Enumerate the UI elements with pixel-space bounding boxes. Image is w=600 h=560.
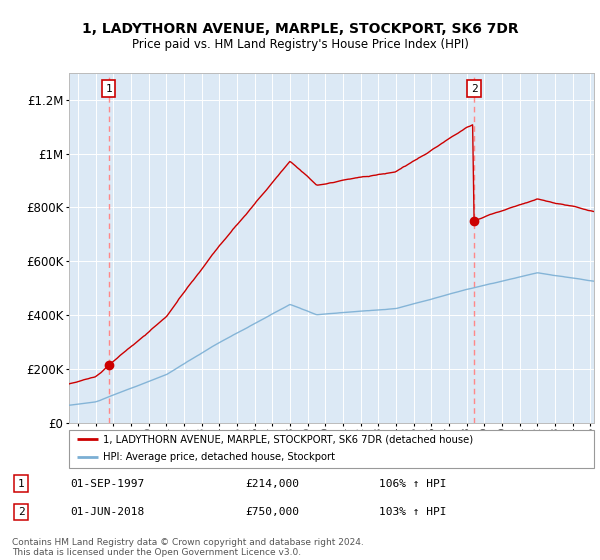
Text: HPI: Average price, detached house, Stockport: HPI: Average price, detached house, Stoc…	[103, 452, 335, 462]
Text: £750,000: £750,000	[245, 507, 299, 517]
Text: £214,000: £214,000	[245, 479, 299, 489]
Text: 01-SEP-1997: 01-SEP-1997	[70, 479, 145, 489]
Text: 103% ↑ HPI: 103% ↑ HPI	[379, 507, 446, 517]
Text: Contains HM Land Registry data © Crown copyright and database right 2024.
This d: Contains HM Land Registry data © Crown c…	[12, 538, 364, 557]
Text: 1: 1	[18, 479, 25, 489]
Text: 106% ↑ HPI: 106% ↑ HPI	[379, 479, 446, 489]
Text: 2: 2	[18, 507, 25, 517]
Text: 1, LADYTHORN AVENUE, MARPLE, STOCKPORT, SK6 7DR: 1, LADYTHORN AVENUE, MARPLE, STOCKPORT, …	[82, 22, 518, 36]
Text: Price paid vs. HM Land Registry's House Price Index (HPI): Price paid vs. HM Land Registry's House …	[131, 38, 469, 51]
Text: 1, LADYTHORN AVENUE, MARPLE, STOCKPORT, SK6 7DR (detached house): 1, LADYTHORN AVENUE, MARPLE, STOCKPORT, …	[103, 434, 473, 444]
Text: 01-JUN-2018: 01-JUN-2018	[70, 507, 145, 517]
Text: 2: 2	[471, 83, 478, 94]
Text: 1: 1	[106, 83, 112, 94]
FancyBboxPatch shape	[69, 430, 594, 468]
